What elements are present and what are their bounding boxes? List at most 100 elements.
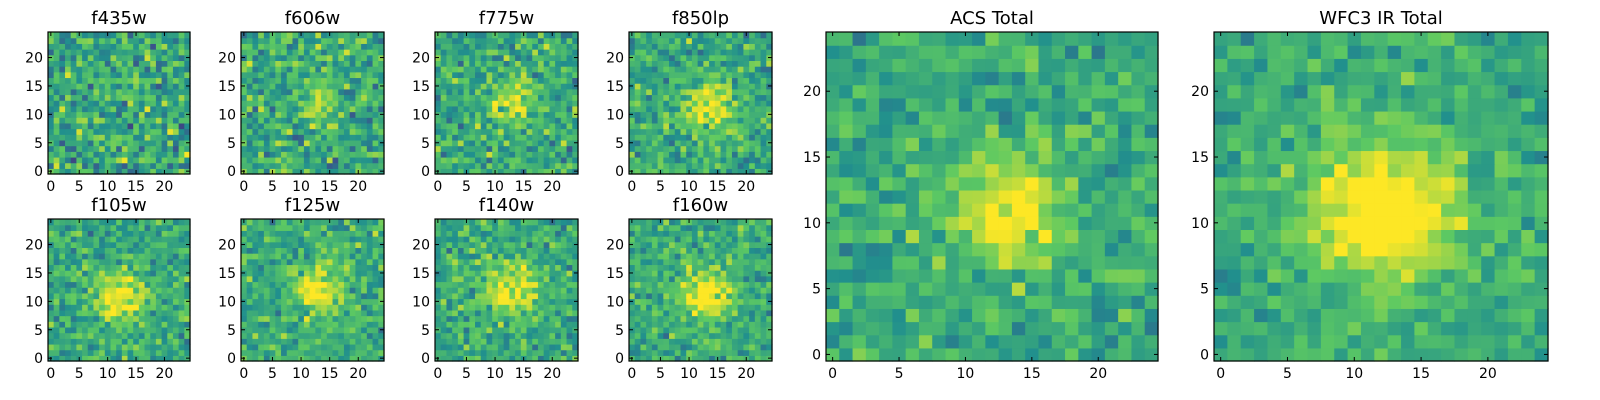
heatmap-cell bbox=[709, 100, 716, 107]
heatmap-cell bbox=[509, 236, 516, 243]
heatmap-cell bbox=[560, 338, 568, 345]
heatmap-cell bbox=[686, 43, 693, 50]
heatmap-cell bbox=[321, 94, 328, 101]
heatmap-cell bbox=[76, 105, 83, 113]
heatmap-cell bbox=[520, 230, 528, 237]
heatmap-cell bbox=[150, 281, 157, 288]
heatmap-cell bbox=[469, 321, 476, 328]
heatmap-cell bbox=[167, 145, 174, 152]
heatmap-cell bbox=[526, 224, 533, 231]
heatmap-cell bbox=[452, 139, 459, 147]
heatmap-cell bbox=[275, 156, 282, 164]
heatmap-cell bbox=[503, 105, 510, 113]
heatmap-cell bbox=[155, 321, 163, 328]
heatmap-cell bbox=[640, 139, 647, 147]
heatmap-cell bbox=[463, 275, 470, 283]
heatmap-cell bbox=[480, 270, 488, 277]
heatmap-cell bbox=[167, 162, 174, 169]
heatmap-cell bbox=[669, 60, 676, 67]
heatmap-cell bbox=[463, 349, 470, 356]
heatmap-cell bbox=[246, 134, 254, 141]
heatmap-cell bbox=[144, 292, 151, 300]
heatmap-cell bbox=[731, 287, 739, 294]
heatmap-cell bbox=[640, 304, 647, 311]
heatmap-cell bbox=[646, 168, 653, 175]
heatmap-cell bbox=[144, 105, 151, 113]
heatmap-cell bbox=[549, 139, 556, 147]
heatmap-cell bbox=[480, 349, 488, 356]
heatmap-cell bbox=[292, 219, 299, 226]
heatmap-cell bbox=[258, 247, 265, 254]
heatmap-cell bbox=[509, 304, 516, 311]
heatmap-cell bbox=[65, 66, 72, 73]
heatmap-cell bbox=[651, 94, 659, 101]
heatmap-cell bbox=[269, 287, 276, 294]
heatmap-cell bbox=[515, 315, 522, 322]
heatmap-cell bbox=[298, 43, 305, 50]
heatmap-cell bbox=[520, 264, 528, 271]
heatmap-cell bbox=[703, 32, 710, 39]
heatmap-cell bbox=[475, 321, 482, 328]
heatmap-cell bbox=[526, 321, 533, 328]
heatmap-cell bbox=[492, 83, 499, 90]
heatmap-cell bbox=[560, 49, 568, 56]
heatmap-cell bbox=[492, 66, 499, 73]
heatmap-cell bbox=[754, 54, 762, 61]
heatmap-cell bbox=[657, 270, 664, 277]
heatmap-cell bbox=[469, 66, 476, 73]
heatmap-cell bbox=[303, 83, 311, 90]
heatmap-cell bbox=[343, 253, 351, 260]
heatmap-cell bbox=[349, 315, 356, 322]
heatmap-cell bbox=[520, 304, 528, 311]
heatmap-cell bbox=[82, 139, 89, 147]
heatmap-cell bbox=[167, 156, 174, 164]
heatmap-cell bbox=[361, 139, 368, 147]
heatmap-cell bbox=[315, 247, 322, 254]
heatmap-cell bbox=[303, 43, 311, 50]
heatmap-cell bbox=[509, 321, 516, 328]
heatmap-cell bbox=[463, 43, 470, 50]
heatmap-cell bbox=[355, 139, 362, 147]
heatmap-cell bbox=[150, 100, 157, 107]
heatmap-cell bbox=[566, 270, 573, 277]
heatmap-cell bbox=[172, 292, 180, 300]
heatmap-cell bbox=[743, 156, 750, 164]
heatmap-cell bbox=[520, 315, 528, 322]
heatmap-cell bbox=[161, 343, 168, 351]
heatmap-cell bbox=[669, 66, 676, 73]
heatmap-cell bbox=[457, 156, 465, 164]
heatmap-cell bbox=[48, 230, 55, 237]
heatmap-cell bbox=[361, 304, 368, 311]
heatmap-cell bbox=[332, 156, 339, 164]
heatmap-cell bbox=[703, 145, 710, 152]
heatmap-cell bbox=[70, 258, 77, 266]
heatmap-cell bbox=[749, 145, 756, 152]
heatmap-cell bbox=[343, 343, 351, 351]
heatmap-cell bbox=[720, 298, 727, 305]
heatmap-cell bbox=[520, 43, 528, 50]
heatmap-cell bbox=[53, 88, 60, 96]
heatmap-cell bbox=[275, 71, 282, 79]
heatmap-cell bbox=[509, 37, 516, 44]
heatmap-cell bbox=[309, 247, 316, 254]
heatmap-cell bbox=[127, 145, 134, 152]
heatmap-cell bbox=[99, 355, 106, 362]
heatmap-cell bbox=[714, 37, 722, 44]
heatmap-cell bbox=[343, 66, 351, 73]
heatmap-cell bbox=[674, 94, 682, 101]
x-tick-label: 20 bbox=[543, 366, 561, 382]
heatmap-cell bbox=[161, 83, 168, 90]
heatmap-cell bbox=[680, 304, 687, 311]
heatmap-cell bbox=[150, 264, 157, 271]
heatmap-cell bbox=[349, 321, 356, 328]
heatmap-cell bbox=[640, 54, 647, 61]
heatmap-cell bbox=[82, 326, 89, 334]
heatmap-cell bbox=[714, 315, 722, 322]
heatmap-cell bbox=[298, 88, 305, 96]
heatmap-cell bbox=[167, 128, 174, 135]
heatmap-cell bbox=[503, 338, 510, 345]
heatmap-cell bbox=[457, 117, 465, 124]
heatmap-cell bbox=[161, 326, 168, 334]
heatmap-cell bbox=[116, 326, 123, 334]
